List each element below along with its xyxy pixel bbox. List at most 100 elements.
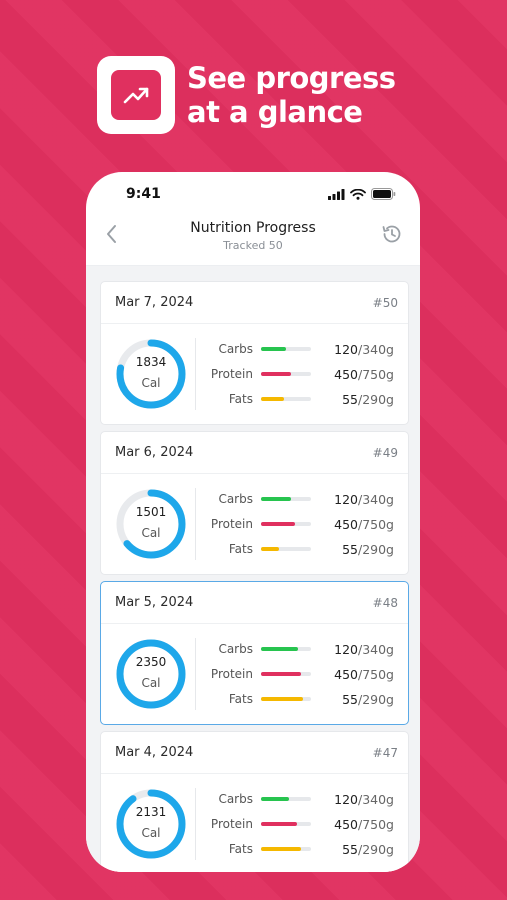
macro-value: 450/750g xyxy=(334,816,394,832)
calorie-ring-arc xyxy=(116,639,186,709)
status-bar: 9:41 xyxy=(86,172,420,216)
calorie-ring-arc xyxy=(116,789,186,859)
macro-bar xyxy=(261,397,311,401)
macro-bar-fill xyxy=(261,397,284,401)
calorie-unit: Cal xyxy=(141,826,161,840)
macro-bar-fill xyxy=(261,647,298,651)
calorie-value: 2131 xyxy=(135,805,167,819)
entry-date: Mar 4, 2024 xyxy=(115,745,194,760)
macro-protein: Protein 450/750g xyxy=(206,362,394,387)
divider xyxy=(195,338,196,410)
calorie-value: 1834 xyxy=(135,355,167,369)
hero-title-line1: See progress xyxy=(187,61,396,95)
macro-value: 55/290g xyxy=(342,391,394,407)
entry-date: Mar 5, 2024 xyxy=(115,595,194,610)
macros: Carbs 120/340g Protein 450/750g Fats 55/… xyxy=(206,487,394,562)
entry-header: Mar 5, 2024 #48 xyxy=(101,582,408,624)
macro-label: Fats xyxy=(228,392,253,406)
macro-carbs: Carbs 120/340g xyxy=(206,637,394,662)
macro-bar-fill xyxy=(261,497,291,501)
entry-header: Mar 4, 2024 #47 xyxy=(101,732,408,774)
entry-card[interactable]: Mar 6, 2024 #49 1501 Cal Carbs xyxy=(100,431,409,575)
macro-label: Protein xyxy=(210,817,253,831)
calorie-ring: 2350 Cal xyxy=(115,638,187,710)
entry-body: 1834 Cal Carbs 120/340g Protein 450/750g xyxy=(101,324,408,424)
tracked-count: Tracked 50 xyxy=(223,239,283,252)
macros: Carbs 120/340g Protein 450/750g Fats 55/… xyxy=(206,637,394,712)
macros: Carbs 120/340g Protein 450/750g Fats 55/… xyxy=(206,337,394,412)
macro-value: 55/290g xyxy=(342,691,394,707)
entry-date: Mar 6, 2024 xyxy=(115,445,194,460)
calorie-ring-arc xyxy=(116,489,186,559)
trending-up-icon xyxy=(111,70,161,120)
calorie-ring: 1834 Cal xyxy=(115,338,187,410)
calorie-ring: 2131 Cal xyxy=(115,788,187,860)
entry-body: 1501 Cal Carbs 120/340g Protein 450/750g xyxy=(101,474,408,574)
macro-carbs: Carbs 120/340g xyxy=(206,337,394,362)
app-badge xyxy=(97,56,175,134)
entry-card-selected[interactable]: Mar 5, 2024 #48 2350 Cal Carbs xyxy=(100,581,409,725)
entry-body: 2131 Cal Carbs 120/340g Protein 450/750g xyxy=(101,774,408,872)
macro-value: 120/340g xyxy=(334,641,394,657)
calorie-unit: Cal xyxy=(141,376,161,390)
wifi-icon xyxy=(350,188,366,200)
macro-protein: Protein 450/750g xyxy=(206,662,394,687)
macro-bar xyxy=(261,647,311,651)
macro-bar xyxy=(261,847,311,851)
hero-title-line2: at a glance xyxy=(187,95,363,129)
macro-label: Carbs xyxy=(218,492,253,506)
entry-header: Mar 7, 2024 #50 xyxy=(101,282,408,324)
hero-banner: See progress at a glance xyxy=(97,56,396,134)
calorie-ring-arc xyxy=(116,339,186,409)
macro-protein: Protein 450/750g xyxy=(206,512,394,537)
nav-bar: Nutrition Progress Tracked 50 xyxy=(86,216,420,266)
macro-value: 450/750g xyxy=(334,666,394,682)
entry-body: 2350 Cal Carbs 120/340g Protein 450/750g xyxy=(101,624,408,724)
entry-number: #48 xyxy=(372,595,398,610)
macro-label: Carbs xyxy=(218,792,253,806)
macro-fats: Fats 55/290g xyxy=(206,687,394,712)
macro-bar-fill xyxy=(261,547,279,551)
macro-bar xyxy=(261,797,311,801)
macro-bar-fill xyxy=(261,522,295,526)
macro-bar-fill xyxy=(261,797,289,801)
entry-number: #50 xyxy=(372,295,398,310)
macros: Carbs 120/340g Protein 450/750g Fats 55/… xyxy=(206,787,394,862)
back-arrow-icon[interactable] xyxy=(100,222,124,246)
calorie-value: 2350 xyxy=(135,655,167,669)
macro-value: 55/290g xyxy=(342,841,394,857)
calorie-ring: 1501 Cal xyxy=(115,488,187,560)
macro-label: Fats xyxy=(228,542,253,556)
divider xyxy=(195,488,196,560)
macro-bar xyxy=(261,522,311,526)
page-title: Nutrition Progress xyxy=(190,220,316,236)
macro-fats: Fats 55/290g xyxy=(206,837,394,862)
history-icon[interactable] xyxy=(380,222,404,246)
status-time: 9:41 xyxy=(126,186,161,202)
macro-carbs: Carbs 120/340g xyxy=(206,487,394,512)
macro-bar xyxy=(261,547,311,551)
calorie-unit: Cal xyxy=(141,526,161,540)
macro-value: 120/340g xyxy=(334,341,394,357)
macro-value: 450/750g xyxy=(334,366,394,382)
hero-title: See progress at a glance xyxy=(187,61,396,129)
entry-card[interactable]: Mar 7, 2024 #50 1834 Cal Carbs xyxy=(100,281,409,425)
macro-label: Carbs xyxy=(218,342,253,356)
entry-number: #47 xyxy=(372,745,398,760)
macro-bar-fill xyxy=(261,822,297,826)
macro-bar-fill xyxy=(261,847,301,851)
entry-card[interactable]: Mar 4, 2024 #47 2131 Cal Carbs xyxy=(100,731,409,872)
entries-list: Mar 7, 2024 #50 1834 Cal Carbs xyxy=(86,266,420,872)
macro-bar-fill xyxy=(261,372,291,376)
divider xyxy=(195,638,196,710)
macro-fats: Fats 55/290g xyxy=(206,387,394,412)
macro-bar-fill xyxy=(261,672,301,676)
macro-bar-fill xyxy=(261,347,286,351)
divider xyxy=(195,788,196,860)
phone-frame: 9:41 Nutrition Progress Tr xyxy=(86,172,420,872)
macro-bar xyxy=(261,697,311,701)
macro-bar xyxy=(261,672,311,676)
macro-label: Protein xyxy=(210,367,253,381)
macro-value: 450/750g xyxy=(334,516,394,532)
macro-bar-fill xyxy=(261,697,303,701)
